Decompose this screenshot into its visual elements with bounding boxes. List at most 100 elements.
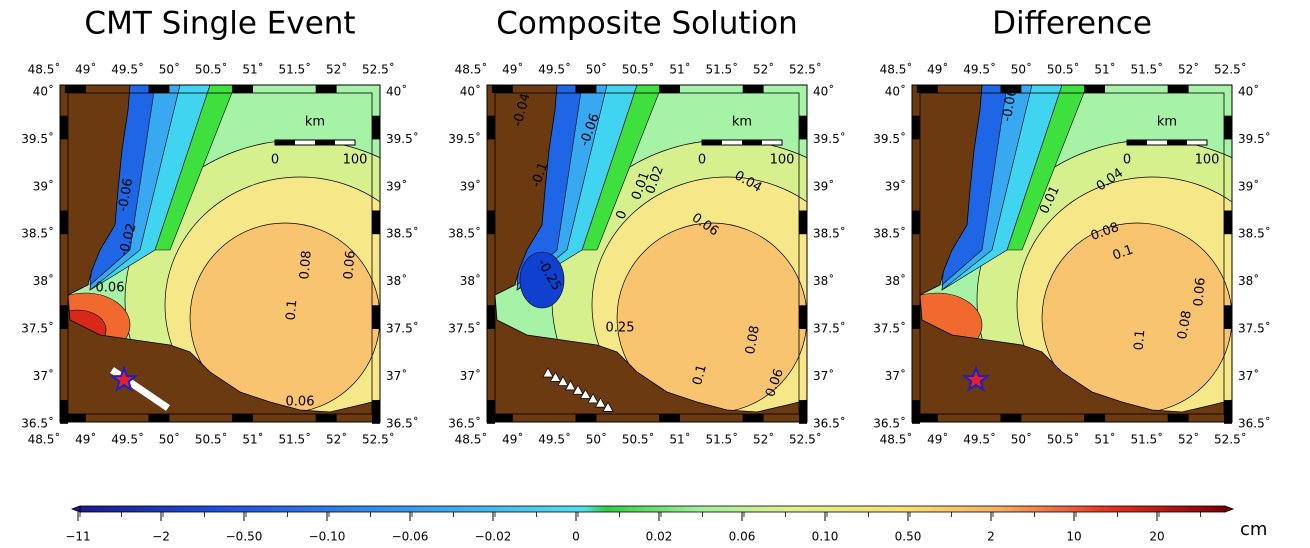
frame-tick [149,85,170,93]
map-panel: Difference-0.060.010.040.080.10.060.10.0… [873,6,1310,461]
lat-label-left: 40˚ [885,84,906,99]
frame-tick [1084,85,1105,93]
lon-label-top: 50˚ [159,62,180,77]
frame-tick [372,305,380,329]
lat-label-left: 38˚ [885,273,906,288]
frame-tick [912,211,920,235]
scale-bar-segment [1127,140,1147,145]
colorbar-unit: cm [1240,519,1267,540]
lon-label-bottom: 50˚ [159,432,180,447]
figure: CMT Single Event-0.06-0.020.060.10.080.0… [0,0,1310,548]
frame-tick [1224,305,1232,329]
scale-start: 0 [698,153,706,168]
colorbar-label: −0.50 [226,530,263,544]
lon-label-bottom: 49˚ [927,432,948,447]
lon-label-bottom: 51˚ [1094,432,1115,447]
frame-tick [487,305,495,329]
frame-tick [917,85,938,93]
lon-label-top: 50˚ [1011,62,1032,77]
lon-label-top: 52.5˚ [1214,62,1247,77]
lon-label-bottom: 48.5˚ [880,432,913,447]
frame-tick [1224,211,1232,235]
lat-label-left: 40˚ [33,84,54,99]
frame-tick [1168,85,1189,93]
contour-label: 0.06 [1191,277,1208,307]
frame-tick [743,414,764,422]
scale-start: 0 [1123,153,1131,168]
scale-bar-segment [702,140,722,145]
lon-label-bottom: 49.5˚ [963,432,996,447]
lat-label-right: 37˚ [386,368,407,383]
colorbar-label: 0 [572,530,580,544]
frame-tick [1224,400,1232,424]
contour-label: 0.08 [297,250,314,280]
frame-tick [917,414,938,422]
lat-label-right: 36.5˚ [813,415,846,430]
lat-label-left: 38˚ [33,273,54,288]
lat-label-left: 39˚ [885,178,906,193]
colorbar-label: 0.50 [895,530,922,544]
frame-tick [576,85,597,93]
scale-bar-segment [275,140,295,145]
frame-tick [316,85,337,93]
scale-bar-segment [742,140,762,145]
lat-label-right: 39.5˚ [813,131,846,146]
lon-label-top: 52.5˚ [789,62,822,77]
scale-unit: km [1157,115,1177,130]
lon-label-top: 51.5˚ [705,62,738,77]
colorbar-label: −0.06 [392,530,429,544]
lat-label-left: 38˚ [460,273,481,288]
frame-tick [1084,414,1105,422]
lon-label-top: 48.5˚ [455,62,488,77]
frame-tick [487,400,495,424]
lat-label-right: 39.5˚ [386,131,419,146]
lat-label-right: 36.5˚ [1238,415,1271,430]
lat-label-right: 40˚ [1238,84,1259,99]
lon-label-top: 48.5˚ [880,62,913,77]
colorbar-label: 2 [987,530,995,544]
frame-tick [492,85,513,93]
lat-label-left: 36.5˚ [873,415,906,430]
frame-tick [1001,85,1022,93]
frame-tick [65,85,86,93]
lat-label-left: 39.5˚ [448,131,481,146]
frame-tick [912,400,920,424]
lat-label-left: 38.5˚ [448,226,481,241]
lat-label-right: 40˚ [386,84,407,99]
colorbar-label: −0.10 [309,530,346,544]
panel-title: Composite Solution [496,6,798,42]
scale-unit: km [732,115,752,130]
lat-label-right: 39˚ [386,178,407,193]
lon-label-top: 50.5˚ [622,62,655,77]
lat-label-left: 37˚ [33,368,54,383]
colorbar-end [1225,506,1233,512]
lat-label-right: 39˚ [1238,178,1259,193]
scale-end: 100 [343,153,368,168]
lat-label-left: 39.5˚ [21,131,54,146]
frame-tick [65,414,86,422]
lon-label-bottom: 50˚ [586,432,607,447]
lon-label-bottom: 50˚ [1011,432,1032,447]
colorbar-label: 0.10 [812,530,839,544]
frame-tick [743,85,764,93]
frame-tick [576,414,597,422]
frame-tick [316,414,337,422]
lon-label-bottom: 48.5˚ [28,432,61,447]
lon-label-bottom: 50.5˚ [622,432,655,447]
lon-label-top: 48.5˚ [28,62,61,77]
frame-tick [149,414,170,422]
lon-label-bottom: 49.5˚ [538,432,571,447]
colorbar-label: −11 [65,530,90,544]
lat-label-right: 40˚ [813,84,834,99]
frame-tick [60,305,68,329]
lat-label-right: 38˚ [813,273,834,288]
lon-label-bottom: 51˚ [669,432,690,447]
scale-start: 0 [271,153,279,168]
frame-tick [799,211,807,235]
lat-label-right: 37˚ [813,368,834,383]
scale-bar-segment [1167,140,1187,145]
lat-label-left: 40˚ [460,84,481,99]
lon-label-top: 52˚ [1178,62,1199,77]
frame-tick [799,400,807,424]
